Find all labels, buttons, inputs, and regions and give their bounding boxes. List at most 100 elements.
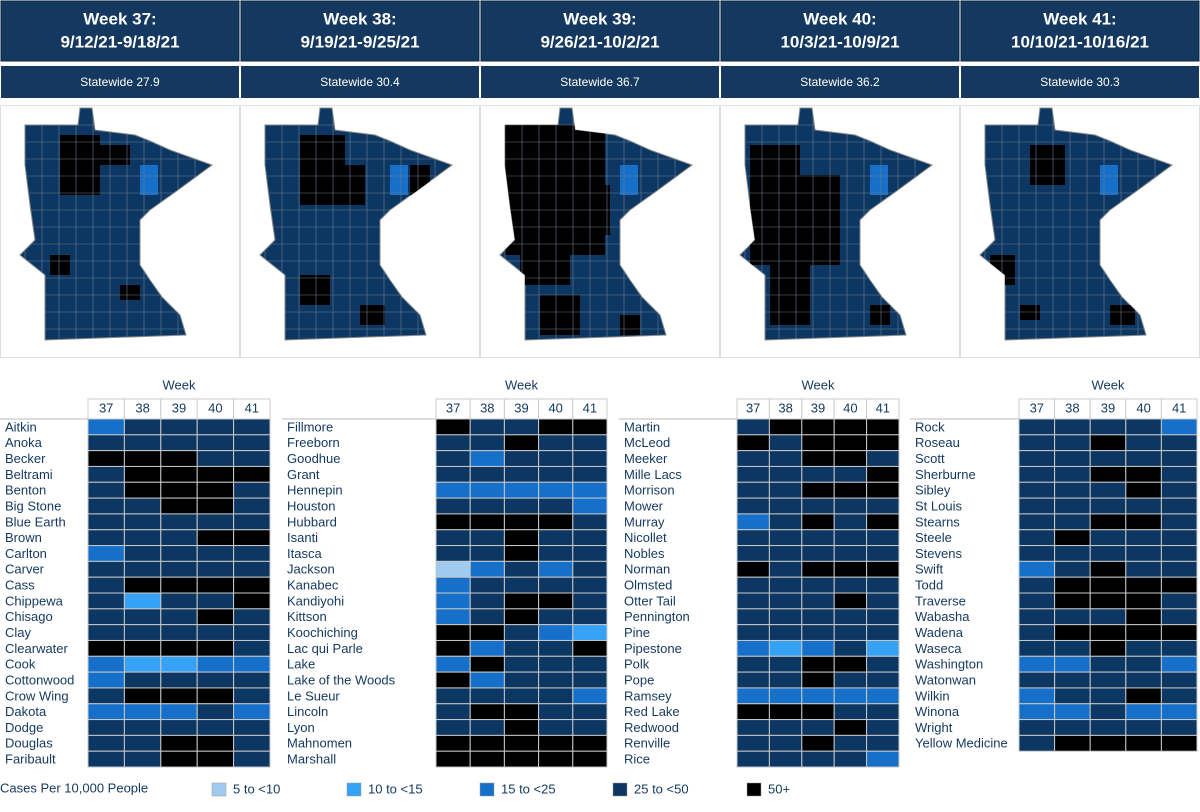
county-name: Wabasha: [915, 609, 970, 624]
rate-cell: [1089, 671, 1127, 689]
rate-cell: [233, 655, 271, 673]
rate-cell: [469, 671, 505, 689]
week-dates: 9/26/21-10/2/21: [540, 32, 659, 51]
rate-cell: [469, 576, 505, 594]
rate-cell: [233, 592, 271, 610]
county-name: St Louis: [915, 498, 962, 513]
rate-cell: [196, 624, 235, 641]
county-name: Kittson: [287, 609, 327, 624]
legend-label: 50+: [768, 781, 790, 796]
high-rate-area: [540, 295, 580, 335]
rate-cell: [833, 592, 868, 610]
rate-cell: [503, 481, 540, 499]
rate-cell: [801, 608, 835, 626]
county-name: Chisago: [5, 609, 53, 624]
high-rate-area: [360, 305, 385, 325]
county-name: Norman: [624, 562, 670, 577]
rate-cell: [1160, 576, 1198, 594]
rate-cell: [1054, 592, 1091, 610]
rate-cell: [538, 639, 574, 657]
rate-cell: [435, 687, 471, 705]
county-name: Swift: [915, 562, 944, 577]
rate-cell: [469, 513, 505, 531]
county-name: Scott: [915, 451, 945, 466]
rate-cell: [160, 450, 198, 467]
statewide-bar: [721, 66, 959, 98]
rate-cell: [1089, 497, 1127, 515]
rate-cell: [87, 734, 125, 752]
week-dates: 10/10/21-10/16/21: [1011, 32, 1149, 51]
rate-cell: [736, 734, 770, 752]
rate-cell: [1125, 687, 1162, 705]
rate-cell: [1160, 639, 1198, 657]
rate-cell: [768, 418, 803, 436]
high-rate-area: [60, 135, 100, 195]
rate-cell: [572, 497, 608, 515]
rate-cell: [233, 545, 271, 562]
rate-cell: [866, 703, 900, 721]
rate-cell: [123, 450, 162, 467]
legend-label: 10 to <15: [368, 781, 423, 796]
rate-cell: [572, 465, 608, 483]
rate-cell: [538, 703, 574, 721]
rate-cell: [1125, 734, 1162, 752]
rate-cell: [1125, 497, 1162, 515]
rate-cell: [123, 639, 162, 657]
rate-cell: [233, 687, 271, 705]
rate-cell: [87, 560, 125, 578]
rate-cell: [833, 576, 868, 594]
rate-cell: [1054, 719, 1091, 736]
county-name: Wright: [915, 720, 953, 735]
county-name: Mille Lacs: [624, 467, 682, 482]
rate-cell: [572, 703, 608, 721]
county-name: Winona: [915, 704, 960, 719]
county-name: Cook: [5, 657, 36, 672]
rate-cell: [572, 750, 608, 768]
week-number: 41: [876, 400, 890, 415]
statewide-rate: Statewide 27.9: [80, 75, 160, 89]
rate-cell: [768, 497, 803, 515]
rate-cell: [196, 719, 235, 736]
rate-cell: [736, 655, 770, 673]
rate-cell: [1160, 592, 1198, 610]
rate-cell: [123, 513, 162, 531]
week-number: 38: [135, 400, 149, 415]
rate-cell: [1089, 434, 1127, 452]
county-name: Mower: [624, 498, 664, 513]
rate-cell: [736, 750, 770, 768]
rate-cell: [503, 687, 540, 705]
rate-cell: [768, 655, 803, 673]
rate-cell: [1018, 545, 1056, 562]
rate-cell: [538, 687, 574, 705]
rate-cell: [435, 703, 471, 721]
rate-cell: [833, 750, 868, 768]
week-number: 39: [1101, 400, 1115, 415]
rate-cell: [768, 734, 803, 752]
rate-cell: [801, 576, 835, 594]
rate-cell: [572, 576, 608, 594]
county-name: Stearns: [915, 514, 960, 529]
rate-cell: [233, 734, 271, 752]
county-name: Blue Earth: [5, 514, 66, 529]
rate-cell: [538, 734, 574, 752]
rate-cell: [736, 592, 770, 610]
rate-cell: [160, 465, 198, 483]
rate-cell: [736, 671, 770, 689]
rate-cell: [833, 529, 868, 547]
rate-cell: [1160, 703, 1198, 721]
rate-cell: [1018, 497, 1056, 515]
county-name: Becker: [5, 451, 46, 466]
rate-cell: [768, 608, 803, 626]
week-number: 37: [99, 400, 113, 415]
rate-cell: [160, 639, 198, 657]
county-name: Chippewa: [5, 593, 64, 608]
rate-cell: [196, 529, 235, 547]
rate-cell: [87, 418, 125, 436]
rate-cell: [469, 529, 505, 547]
rate-cell: [833, 465, 868, 483]
rate-cell: [469, 719, 505, 736]
rate-cell: [736, 545, 770, 562]
county-name: Ramsey: [624, 688, 672, 703]
rate-cell: [538, 608, 574, 626]
county-name: Nicollet: [624, 530, 667, 545]
